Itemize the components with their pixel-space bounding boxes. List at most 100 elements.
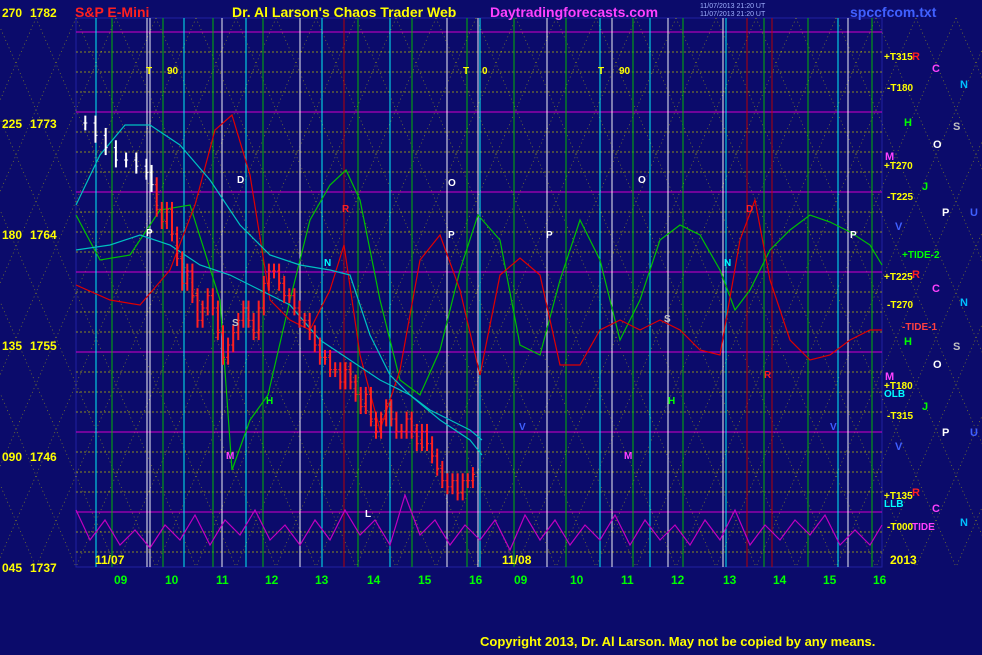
planet-letter: H (904, 117, 912, 129)
update-stamp-line: 11/07/2013 21:20 UT (700, 3, 766, 10)
curve-marker-letter: M (624, 451, 632, 462)
planet-letter: V (895, 221, 903, 233)
day-label: 11/07 (95, 553, 125, 567)
curve-marker-letter: D (746, 204, 753, 215)
curve-marker-letter: D (237, 175, 244, 186)
planet-letter: J (922, 181, 928, 193)
right-time-label: +T225 (884, 272, 913, 283)
x-axis-hour-label: 15 (418, 573, 432, 587)
planet-letter: J (922, 401, 928, 413)
forecast-curve-4 (75, 234, 483, 456)
planet-letter: U (970, 207, 978, 219)
x-axis-hour-label: 13 (315, 573, 329, 587)
y-axis-price-label: 1773 (30, 117, 57, 131)
curve-marker-letter: M (226, 451, 234, 462)
vertical-line-label: T (146, 66, 152, 77)
planet-letter: R (912, 487, 920, 499)
curve-marker-letter: P (146, 228, 153, 239)
planet-letter: S (953, 341, 960, 353)
update-stamp: 11/07/2013 21:20 UT 11/07/2013 21:20 UT (700, 3, 765, 19)
curve-marker-letter: N (724, 258, 731, 269)
curve-marker-letter: P (546, 230, 553, 241)
y-axis-price-label: 1782 (30, 6, 57, 20)
planet-letter: M (885, 151, 894, 163)
curve-marker-letter: R (764, 370, 772, 381)
curve-marker-letter: P (448, 230, 455, 241)
chart-title: Dr. Al Larson's Chaos Trader Web (232, 4, 457, 20)
planet-letter: R (912, 269, 920, 281)
vertical-line-label: 90 (619, 66, 631, 77)
vertical-line-label: 90 (167, 66, 179, 77)
right-time-label: -T270 (887, 300, 914, 311)
forecast-curve-1 (75, 168, 883, 471)
instrument-title: S&P E-Mini (75, 4, 150, 20)
curve-marker-letter: V (830, 422, 837, 433)
day-label: 11/08 (502, 553, 532, 567)
right-time-label: -TIDE-1 (902, 322, 937, 333)
right-time-label: +T180 (884, 381, 913, 392)
x-axis-hour-label: 09 (114, 573, 128, 587)
y-axis-price-label: 1755 (30, 339, 57, 353)
curve-marker-letter: O (638, 175, 646, 186)
right-time-label: OLB (884, 389, 905, 400)
planet-letter: P (942, 207, 949, 219)
planet-letter: O (933, 359, 942, 371)
y-axis-angle-label: 225 (2, 117, 22, 131)
planet-letter: N (960, 517, 968, 529)
vertical-line-label: T (463, 66, 469, 77)
planet-letter: C (932, 63, 940, 75)
right-time-label: +T135 (884, 491, 913, 502)
x-axis-hour-label: 16 (469, 573, 483, 587)
right-time-label: -T315 (887, 411, 914, 422)
curve-layer (75, 113, 883, 552)
right-time-label: -T180 (887, 83, 914, 94)
plot-frame (75, 17, 883, 568)
x-axis-hour-label: 13 (723, 573, 737, 587)
curve-marker-letter: L (365, 509, 371, 520)
right-time-label: -T225 (887, 192, 914, 203)
curve-marker-letter: S (232, 318, 239, 329)
update-stamp-line: 11/07/2013 21:20 UT (700, 11, 766, 18)
x-axis-hour-label: 12 (265, 573, 279, 587)
x-axis-hour-label: 09 (514, 573, 528, 587)
right-time-label: LLB (884, 499, 903, 510)
planet-letter: O (933, 139, 942, 151)
curve-marker-letter: S (664, 314, 671, 325)
planet-letter: P (942, 427, 949, 439)
x-axis-hour-label: 15 (823, 573, 837, 587)
planet-letter: U (970, 427, 978, 439)
curve-marker-letter: O (448, 178, 456, 189)
x-axis-hour-label: 14 (367, 573, 381, 587)
curve-marker-letter: H (668, 396, 675, 407)
curve-marker-letter: V (519, 422, 526, 433)
planet-letter: N (960, 79, 968, 91)
planet-letter: R (912, 51, 920, 63)
curve-marker-letter: N (324, 258, 331, 269)
day-label: 2013 (890, 553, 917, 567)
y-axis-angle-label: 090 (2, 450, 22, 464)
planet-letter: C (932, 503, 940, 515)
planet-letter: H (904, 336, 912, 348)
planet-letter: N (960, 297, 968, 309)
y-axis-angle-label: 270 (2, 6, 22, 20)
planet-letter: C (932, 283, 940, 295)
right-time-label: +T270 (884, 161, 913, 172)
right-time-label: +TIDE-2 (902, 250, 940, 261)
copyright-notice: Copyright 2013, Dr. Al Larson. May not b… (480, 634, 876, 649)
curve-marker-letter: R (342, 204, 350, 215)
vertical-line-label: 0 (482, 66, 488, 77)
x-axis-hour-label: 10 (165, 573, 179, 587)
forecast-curve-3 (75, 124, 483, 441)
planet-letter: M (885, 371, 894, 383)
y-axis-price-label: 1746 (30, 450, 57, 464)
planet-letter: V (895, 441, 903, 453)
right-time-label: -T000 (887, 522, 914, 533)
y-axis-price-label: 1764 (30, 228, 57, 242)
site-name: Daytradingforecasts.com (490, 4, 659, 20)
x-axis-hour-label: 11 (621, 573, 634, 587)
price-layer (83, 115, 475, 501)
